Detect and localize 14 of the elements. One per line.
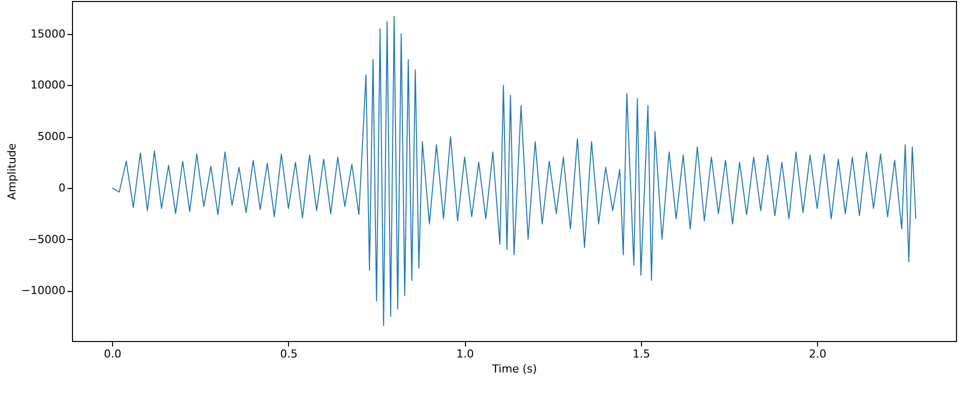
x-tick-label: 2.0 bbox=[808, 348, 826, 360]
x-tick-label: 0.0 bbox=[104, 348, 122, 360]
y-tick-label: 15000 bbox=[30, 27, 66, 40]
x-tick-label: 1.5 bbox=[632, 348, 650, 360]
y-tick-label: 10000 bbox=[30, 78, 66, 92]
x-axis-title: Time (s) bbox=[491, 362, 537, 376]
y-tick-label: −5000 bbox=[28, 232, 66, 246]
line-series bbox=[112, 16, 916, 326]
x-tick-label: 1.0 bbox=[456, 348, 474, 360]
y-axis-title: Amplitude bbox=[5, 143, 18, 200]
y-tick-label: 5000 bbox=[38, 130, 66, 144]
y-tick-label: −10000 bbox=[21, 284, 66, 298]
y-tick-label: 0 bbox=[58, 181, 66, 194]
x-tick-label: 0.5 bbox=[280, 348, 298, 360]
